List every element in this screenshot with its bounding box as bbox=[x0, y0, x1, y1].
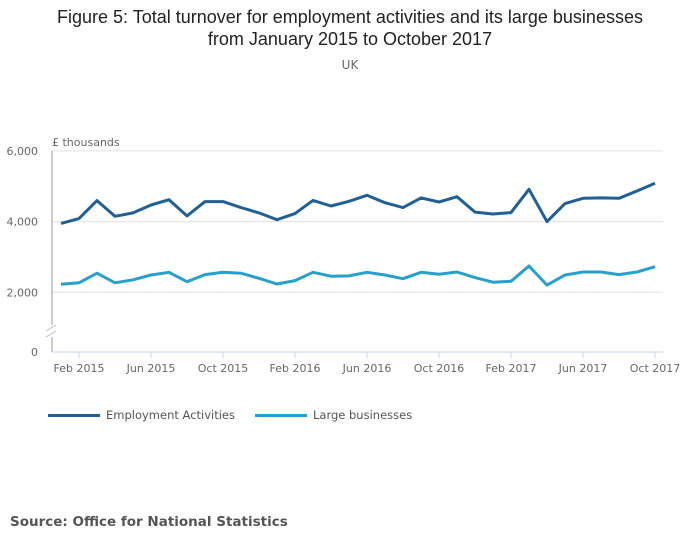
x-tick-label: Jun 2016 bbox=[342, 362, 392, 375]
y-tick-label: 6,000 bbox=[7, 145, 39, 158]
x-tick-label: Feb 2016 bbox=[270, 362, 321, 375]
source-note: Source: Office for National Statistics bbox=[10, 514, 288, 530]
legend-swatch bbox=[255, 413, 307, 417]
legend-label: Large businesses bbox=[313, 408, 413, 422]
y-tick-label: 2,000 bbox=[7, 286, 39, 299]
y-tick-label: 0 bbox=[31, 346, 38, 359]
x-tick-label: Feb 2017 bbox=[486, 362, 537, 375]
legend-item-employment: Employment Activities bbox=[48, 408, 235, 422]
series-line-large-businesses bbox=[60, 264, 656, 287]
axis-break-mark bbox=[45, 330, 57, 338]
x-tick-label: Jun 2017 bbox=[558, 362, 608, 375]
x-tick-label: Feb 2015 bbox=[54, 362, 105, 375]
axis-break-mark bbox=[45, 324, 57, 332]
title-line-2: from January 2015 to October 2017 bbox=[207, 29, 493, 49]
x-tick-label: Jun 2015 bbox=[126, 362, 176, 375]
legend: Employment Activities Large businesses bbox=[48, 408, 412, 422]
line-chart: 0 2,000 4,000 6,000 £ thousands Feb 2015 Jun 2… bbox=[7, 136, 681, 375]
chart-title: Figure 5: Total turnover for employment … bbox=[0, 6, 700, 50]
series-line-employment-activities bbox=[60, 181, 656, 225]
legend-label: Employment Activities bbox=[106, 408, 235, 422]
legend-item-large-businesses: Large businesses bbox=[255, 408, 412, 422]
legend-swatch bbox=[48, 413, 100, 417]
x-tick-label: Oct 2017 bbox=[630, 362, 681, 375]
chart-subtitle: UK bbox=[341, 58, 359, 72]
x-tick-label: Oct 2016 bbox=[414, 362, 465, 375]
y-tick-label: 4,000 bbox=[7, 216, 39, 229]
title-line-1: Figure 5: Total turnover for employment … bbox=[57, 7, 643, 27]
y-axis-label: £ thousands bbox=[52, 136, 120, 149]
x-tick-label: Oct 2015 bbox=[198, 362, 249, 375]
